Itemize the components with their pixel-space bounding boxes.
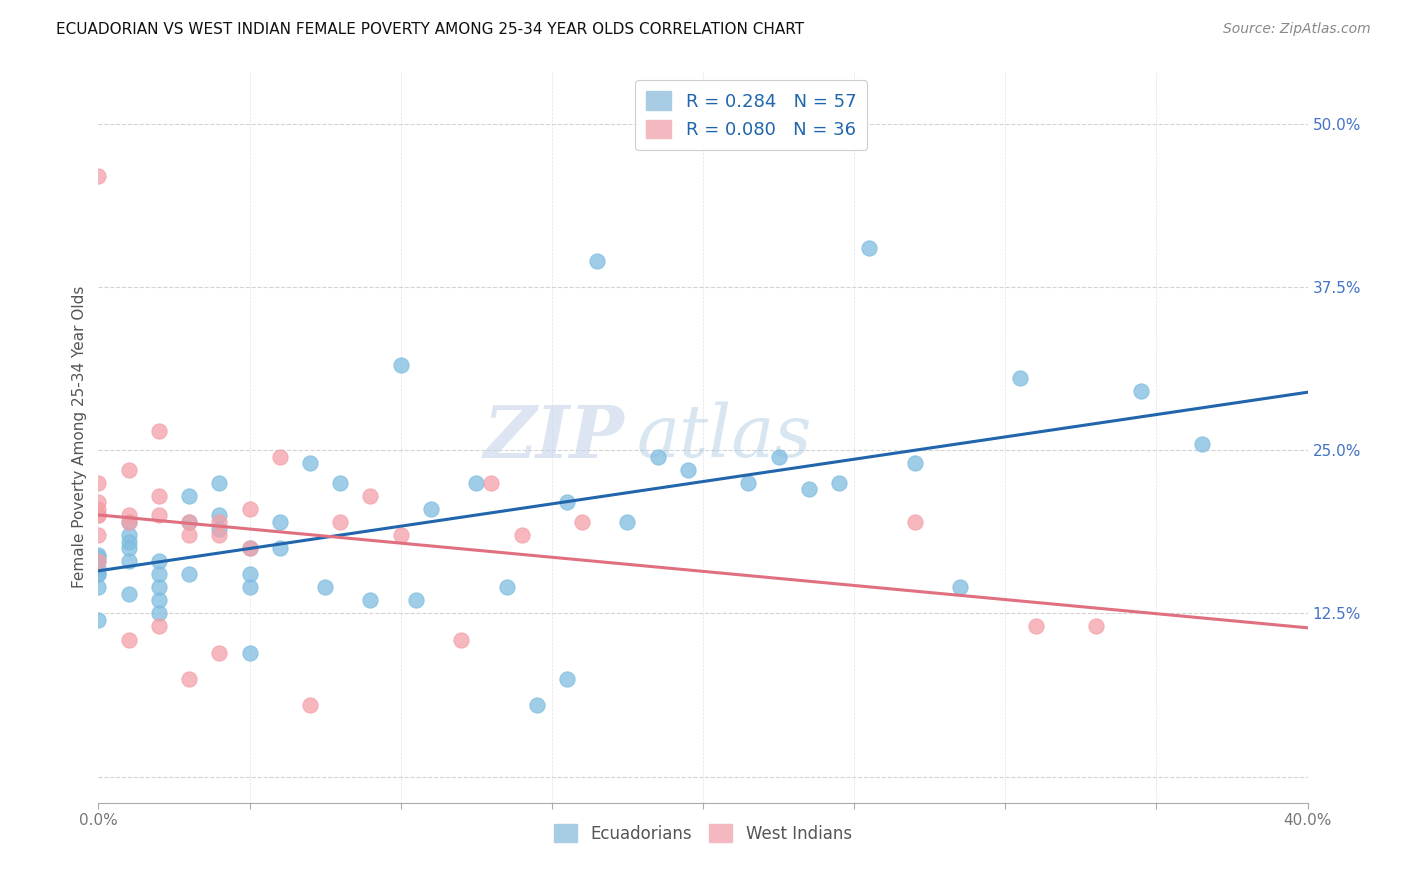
Point (87, 580, 110, 594)
Point (389, 528, 412, 542)
Point (208, 528, 231, 542)
Point (208, 508, 231, 523)
Point (405, 593, 427, 607)
Point (118, 463, 141, 477)
Point (1010, 371, 1032, 385)
Point (179, 515, 201, 529)
Point (87, 528, 110, 542)
Point (269, 541, 291, 555)
Point (118, 534, 141, 549)
Point (87, 567, 110, 582)
Point (118, 632, 141, 647)
Text: atlas: atlas (637, 401, 813, 473)
Point (239, 580, 262, 594)
Y-axis label: Female Poverty Among 25-34 Year Olds: Female Poverty Among 25-34 Year Olds (72, 286, 87, 588)
Point (87, 502, 110, 516)
Point (1130, 384, 1153, 399)
Point (179, 672, 201, 686)
Point (269, 450, 291, 464)
Point (118, 515, 141, 529)
Point (299, 698, 322, 712)
Point (208, 515, 231, 529)
Point (118, 554, 141, 568)
Point (87, 508, 110, 523)
Point (148, 424, 170, 438)
Point (481, 475, 503, 490)
Point (526, 698, 548, 712)
Point (828, 475, 851, 490)
Point (87, 560, 110, 574)
Point (647, 450, 669, 464)
Point (239, 646, 262, 660)
Point (329, 475, 352, 490)
Text: ZIP: ZIP (484, 401, 624, 473)
Point (118, 528, 141, 542)
Point (555, 495, 578, 509)
Point (148, 619, 170, 633)
Point (1085, 619, 1108, 633)
Point (87, 554, 110, 568)
Point (148, 607, 170, 621)
Point (949, 580, 972, 594)
Point (239, 541, 262, 555)
Point (737, 475, 759, 490)
Point (87, 567, 110, 582)
Point (87, 554, 110, 568)
Point (858, 241, 880, 255)
Point (904, 515, 927, 529)
Point (768, 450, 790, 464)
Point (118, 587, 141, 601)
Point (179, 515, 201, 529)
Point (314, 580, 336, 594)
Point (148, 593, 170, 607)
Point (87, 475, 110, 490)
Point (239, 502, 262, 516)
Point (179, 567, 201, 582)
Point (389, 358, 412, 372)
Point (420, 502, 443, 516)
Point (555, 672, 578, 686)
Point (586, 253, 609, 268)
Point (87, 495, 110, 509)
Point (208, 646, 231, 660)
Point (510, 528, 533, 542)
Point (676, 463, 699, 477)
Point (148, 580, 170, 594)
Point (148, 554, 170, 568)
Point (118, 515, 141, 529)
Point (87, 613, 110, 627)
Point (571, 515, 593, 529)
Point (450, 632, 472, 647)
Point (269, 515, 291, 529)
Point (239, 567, 262, 582)
Point (148, 489, 170, 503)
Point (87, 508, 110, 523)
Point (118, 508, 141, 523)
Text: ECUADORIAN VS WEST INDIAN FEMALE POVERTY AMONG 25-34 YEAR OLDS CORRELATION CHART: ECUADORIAN VS WEST INDIAN FEMALE POVERTY… (56, 22, 804, 37)
Point (495, 580, 517, 594)
Point (87, 169, 110, 183)
Point (299, 456, 322, 470)
Point (797, 483, 820, 497)
Point (148, 508, 170, 523)
Point (465, 475, 488, 490)
Point (148, 567, 170, 582)
Text: Source: ZipAtlas.com: Source: ZipAtlas.com (1223, 22, 1371, 37)
Point (118, 541, 141, 555)
Point (87, 548, 110, 562)
Point (616, 515, 638, 529)
Point (329, 515, 352, 529)
Point (360, 489, 382, 503)
Point (179, 489, 201, 503)
Point (1191, 436, 1213, 450)
Point (179, 528, 201, 542)
Point (239, 541, 262, 555)
Point (904, 456, 927, 470)
Point (208, 475, 231, 490)
Point (1024, 619, 1046, 633)
Point (360, 593, 382, 607)
Point (208, 521, 231, 535)
Point (87, 550, 110, 565)
Legend: Ecuadorians, West Indians: Ecuadorians, West Indians (547, 818, 859, 849)
